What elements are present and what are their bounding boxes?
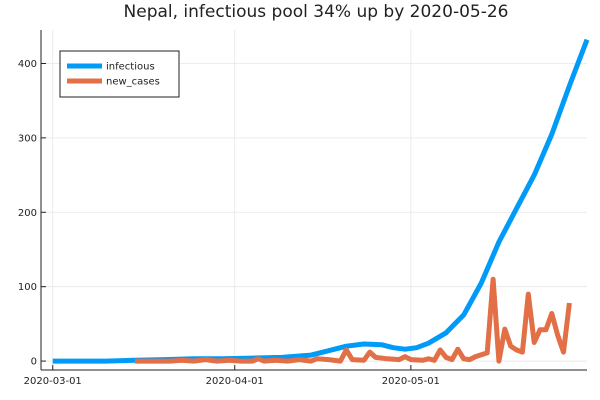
series-layer <box>52 38 590 364</box>
series-line-new-cases <box>134 276 572 364</box>
x-tick-label: 2020-03-01 <box>24 376 82 387</box>
x-tick-label: 2020-05-01 <box>382 376 440 387</box>
chart-title: Nepal, infectious pool 34% up by 2020-05… <box>124 2 509 22</box>
axes: 2020-03-01 2020-04-01 2020-05-01 0 100 200 300… <box>18 30 587 387</box>
legend-label: new_cases <box>106 77 160 88</box>
y-tick-label: 400 <box>18 59 37 70</box>
legend-box <box>59 50 180 98</box>
y-tick-label: 300 <box>18 133 37 144</box>
y-tick-label: 200 <box>18 208 37 219</box>
y-tick-label: 0 <box>31 357 37 368</box>
x-tick-label: 2020-04-01 <box>206 376 264 387</box>
y-tick-label: 100 <box>18 282 37 293</box>
legend: infectious new_cases <box>59 50 180 98</box>
legend-label: infectious <box>106 62 155 73</box>
